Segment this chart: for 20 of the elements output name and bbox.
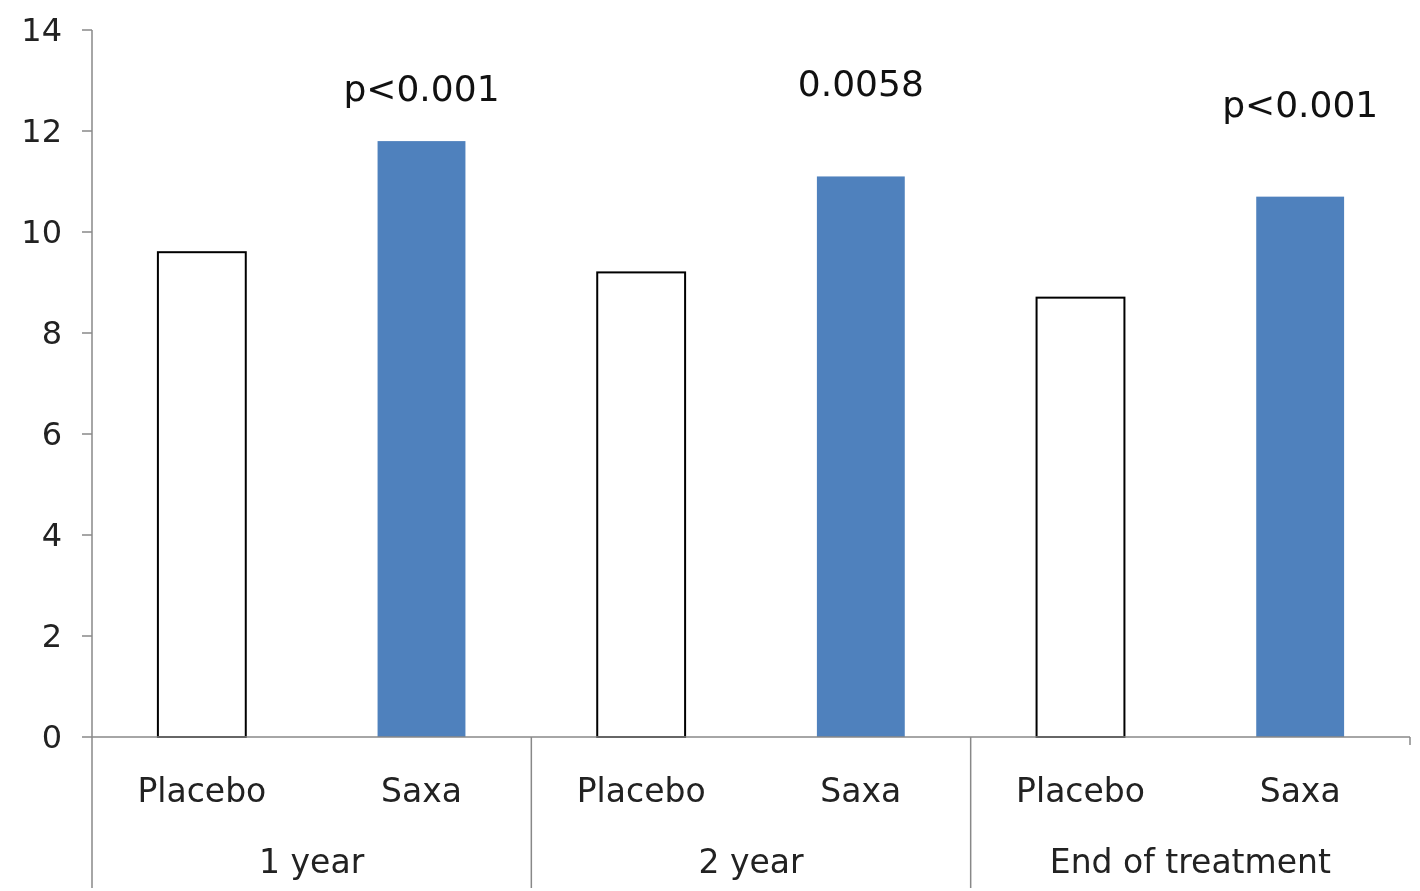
text: Placebo <box>1016 771 1145 810</box>
annotation: p<0.001 <box>1222 83 1379 125</box>
y-tick-label: 2 <box>41 617 62 656</box>
y-tick-label: 4 <box>41 516 62 555</box>
y-tick-label: 6 <box>41 415 62 454</box>
series-label: Saxa <box>381 771 462 810</box>
text: Saxa <box>820 771 902 810</box>
y-tick-label: 10 <box>21 213 62 252</box>
text: Saxa <box>1259 771 1341 810</box>
y-tick-label: 8 <box>41 314 62 353</box>
text: Placebo <box>576 771 706 810</box>
y-tick-label: 0 <box>41 718 62 757</box>
annotation: p<0.001 <box>343 68 500 110</box>
x-tick-label: End of treatment <box>1049 842 1331 881</box>
y-tick-label: 12 <box>21 112 62 151</box>
y-tick-label: 14 <box>21 11 62 50</box>
series-label: Placebo <box>137 771 267 810</box>
x-tick-label: 2 year <box>698 842 804 881</box>
annotation: 0.0058 <box>797 63 924 105</box>
x-tick-label: 1 year <box>259 842 365 881</box>
